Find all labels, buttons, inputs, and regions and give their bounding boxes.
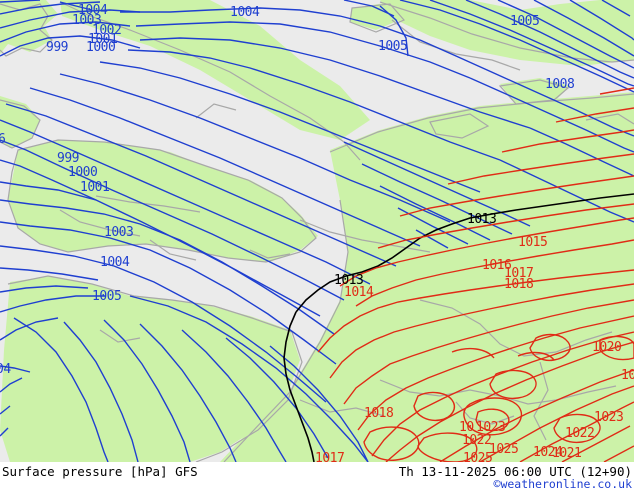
isobar-label: 10: [459, 420, 474, 435]
isobar-label: 1004: [230, 5, 260, 20]
map-footer: Surface pressure [hPa] GFS Th 13-11-2025…: [0, 462, 634, 490]
isobar-label: 1002: [92, 23, 122, 38]
isobar-label: 1018: [364, 406, 394, 421]
isobar-label: 1024: [533, 445, 563, 460]
isobar-label: 6: [0, 132, 6, 147]
isobar-label: 1023: [476, 420, 506, 435]
isobar-label: 1005: [378, 39, 408, 54]
isobar-label: 1022: [462, 433, 492, 448]
isobar-label: 1025: [489, 442, 519, 457]
isobar-label: 1017: [504, 266, 534, 281]
isobar-label: 1014: [344, 285, 374, 300]
isobar-label: 1000: [86, 40, 116, 55]
isobar-label: 1004: [100, 255, 130, 270]
isobar-label: 1017: [315, 451, 345, 462]
isobar-label: 10: [621, 368, 634, 383]
isobar-label: 1004: [78, 3, 108, 18]
isobar-label: 1013: [467, 212, 497, 227]
isobar-label: 1013: [334, 273, 364, 288]
isobar-label: 999: [46, 40, 68, 55]
landmass-layer: [0, 0, 634, 462]
footer-copyright: ©weatheronline.co.uk: [493, 477, 632, 490]
isobar-label: 1018: [504, 277, 534, 292]
isobar-label: 999: [57, 151, 79, 166]
isobar-label: 1001: [88, 32, 118, 47]
isobar-label: 1003: [72, 13, 102, 28]
isobar-label: 1003: [104, 225, 134, 240]
isobar-label: 1016: [482, 258, 512, 273]
isobar-label: 1000: [68, 165, 98, 180]
isobar-low-layer: [0, 0, 634, 462]
isobar-label: 1008: [545, 77, 575, 92]
isobar-label: 1005: [510, 14, 540, 29]
isobar-high-layer: [317, 87, 634, 462]
surface-pressure-map[interactable]: 1004 1004 1003 1002 1005 1001 1005 999 1000 1008 6…: [0, 0, 634, 462]
isobar-label: 1020: [592, 340, 622, 355]
footer-datetime: Th 13-11-2025 06:00 UTC (12+90): [398, 464, 632, 479]
isobar-label: 1001: [80, 180, 110, 195]
isobar-label: 1021: [552, 446, 582, 461]
isobar-label: 1023: [594, 410, 624, 425]
footer-title: Surface pressure [hPa] GFS: [2, 464, 198, 479]
isobar-label: 1022: [565, 426, 595, 441]
isobar-label: 1005: [92, 289, 122, 304]
isobar-label: 04: [0, 362, 11, 377]
map-graphics: [0, 0, 634, 462]
isobar-label: 1015: [518, 235, 548, 250]
isobar-label: 1025: [463, 451, 493, 462]
